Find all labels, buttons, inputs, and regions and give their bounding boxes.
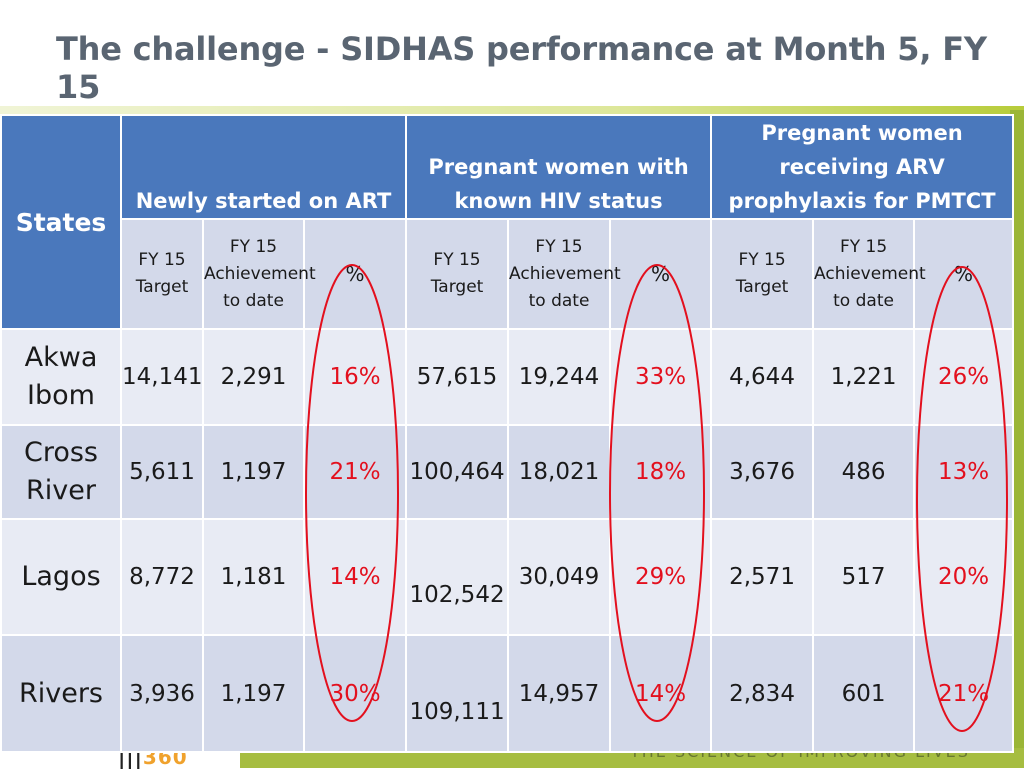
pmtct-percent: 21% — [913, 634, 1015, 753]
art-percent: 14% — [302, 518, 408, 636]
art-achievement: 1,181 — [202, 518, 305, 636]
table-row: Cross River 5,611 1,197 21% 100,464 18,0… — [0, 424, 1015, 520]
hiv-status-target: 100,464 — [405, 424, 510, 520]
hiv-status-achievement: 19,244 — [507, 328, 612, 426]
pmtct-achievement: 1,221 — [812, 328, 916, 426]
hiv-status-achievement: 14,957 — [507, 634, 612, 753]
title-divider — [0, 106, 1024, 114]
pmtct-target: 2,571 — [710, 518, 815, 636]
subheader-percent: % — [302, 218, 408, 330]
performance-table: States Newly started on ART Pregnant wom… — [0, 114, 1015, 753]
hiv-status-percent: 33% — [609, 328, 713, 426]
art-target: 8,772 — [120, 518, 204, 636]
decorative-side-band — [1010, 110, 1024, 768]
hiv-status-achievement: 30,049 — [507, 518, 612, 636]
state-name: Rivers — [0, 634, 122, 753]
hiv-status-target: 57,615 — [405, 328, 510, 426]
table-row: Lagos 8,772 1,181 14% 102,542 30,049 29%… — [0, 518, 1015, 636]
subheader-achievement: FY 15 Achievement to date — [202, 218, 316, 330]
pmtct-percent: 26% — [913, 328, 1015, 426]
hiv-status-target: 109,111 — [405, 634, 510, 753]
group-header-art: Newly started on ART — [119, 114, 408, 220]
table-row: Rivers 3,936 1,197 30% 109,111 14,957 14… — [0, 634, 1015, 753]
pmtct-achievement: 517 — [812, 518, 916, 636]
subheader-achievement: FY 15 Achievement to date — [507, 218, 621, 330]
subheader-percent: % — [913, 218, 1015, 330]
states-header: States — [0, 114, 122, 330]
group-header-pmtct: Pregnant women receiving ARV prophylaxis… — [710, 114, 1015, 220]
group-header-hiv-status: Pregnant women with known HIV status — [405, 114, 713, 220]
table-row: Akwa Ibom 14,141 2,291 16% 57,615 19,244… — [0, 328, 1015, 426]
hiv-status-percent: 14% — [609, 634, 713, 753]
hiv-status-target: 102,542 — [405, 518, 510, 636]
art-percent: 21% — [302, 424, 408, 520]
pmtct-target: 4,644 — [710, 328, 815, 426]
pmtct-target: 3,676 — [710, 424, 815, 520]
subheader-target: FY 15 Target — [120, 218, 204, 330]
subheader-achievement: FY 15 Achievement to date — [812, 218, 926, 330]
art-percent: 30% — [302, 634, 408, 753]
pmtct-percent: 20% — [913, 518, 1015, 636]
page-title: The challenge - SIDHAS performance at Mo… — [56, 30, 987, 106]
art-achievement: 1,197 — [202, 634, 305, 753]
hiv-status-achievement: 18,021 — [507, 424, 612, 520]
pmtct-achievement: 601 — [812, 634, 916, 753]
hiv-status-percent: 29% — [609, 518, 713, 636]
hiv-status-percent: 18% — [609, 424, 713, 520]
art-target: 14,141 — [120, 328, 204, 426]
subheader-percent: % — [609, 218, 713, 330]
art-achievement: 1,197 — [202, 424, 305, 520]
pmtct-target: 2,834 — [710, 634, 815, 753]
pmtct-achievement: 486 — [812, 424, 916, 520]
pmtct-percent: 13% — [913, 424, 1015, 520]
state-name: Lagos — [0, 518, 122, 636]
state-name: Akwa Ibom — [0, 328, 122, 426]
subheader-target: FY 15 Target — [405, 218, 510, 330]
art-percent: 16% — [302, 328, 408, 426]
state-name: Cross River — [0, 424, 122, 520]
footer-band — [240, 748, 1024, 768]
art-achievement: 2,291 — [202, 328, 305, 426]
subheader-target: FY 15 Target — [710, 218, 815, 330]
art-target: 5,611 — [120, 424, 204, 520]
art-target: 3,936 — [120, 634, 204, 753]
